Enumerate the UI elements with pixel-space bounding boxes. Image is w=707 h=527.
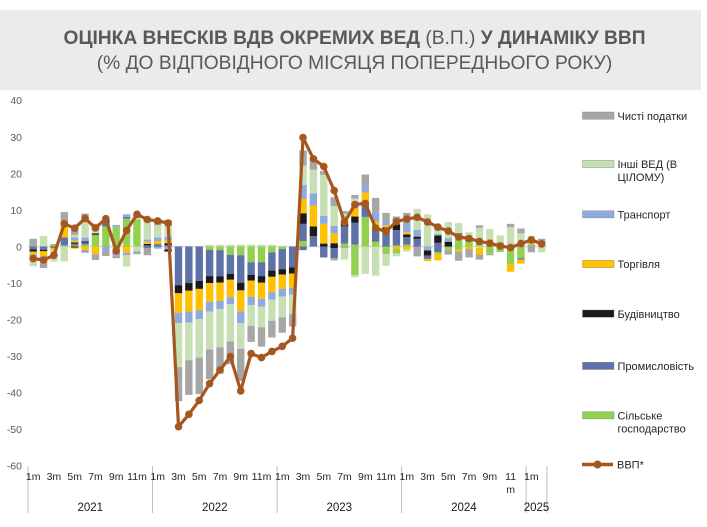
svg-text:Торгівля: Торгівля [618, 259, 661, 271]
svg-text:ВВП*: ВВП* [617, 460, 645, 472]
svg-text:20: 20 [10, 168, 22, 180]
svg-text:11: 11 [505, 471, 516, 483]
svg-text:Сільське: Сільське [618, 411, 663, 423]
svg-text:1m: 1m [400, 471, 415, 483]
svg-text:Будівництво: Будівництво [618, 309, 680, 321]
svg-text:1m: 1m [150, 471, 165, 483]
svg-text:ЦІЛОМУ): ЦІЛОМУ) [618, 172, 665, 184]
svg-text:7m: 7m [213, 471, 228, 483]
svg-text:2021: 2021 [78, 502, 104, 514]
svg-text:3m: 3m [420, 471, 435, 483]
svg-text:9m: 9m [358, 471, 373, 483]
svg-text:30: 30 [10, 132, 22, 144]
svg-text:7m: 7m [462, 471, 477, 483]
svg-text:m: m [506, 484, 515, 496]
svg-text:2023: 2023 [327, 502, 353, 514]
svg-text:Транспорт: Транспорт [618, 210, 671, 222]
svg-text:-60: -60 [7, 461, 22, 473]
svg-text:1m: 1m [26, 471, 41, 483]
svg-text:5m: 5m [67, 471, 82, 483]
svg-text:10: 10 [10, 205, 22, 217]
svg-text:-40: -40 [7, 388, 22, 400]
svg-text:11m: 11m [252, 471, 272, 483]
svg-text:9m: 9m [483, 471, 498, 483]
svg-text:Чисті податки: Чисті податки [618, 111, 688, 123]
svg-text:-50: -50 [7, 424, 22, 436]
svg-text:господарство: господарство [618, 424, 686, 436]
svg-text:1m: 1m [524, 471, 539, 483]
svg-text:9m: 9m [109, 471, 124, 483]
svg-text:-10: -10 [7, 278, 22, 290]
svg-text:9m: 9m [233, 471, 248, 483]
svg-text:5m: 5m [317, 471, 332, 483]
svg-text:7m: 7m [88, 471, 103, 483]
svg-text:11m: 11m [376, 471, 396, 483]
svg-text:1m: 1m [275, 471, 290, 483]
svg-text:5m: 5m [441, 471, 456, 483]
svg-text:5m: 5m [192, 471, 207, 483]
svg-text:Промисловість: Промисловість [618, 361, 695, 373]
svg-text:2025: 2025 [524, 502, 550, 514]
svg-text:Інші ВЕД (В: Інші ВЕД (В [618, 159, 678, 171]
svg-text:3m: 3m [171, 471, 186, 483]
svg-text:7m: 7m [337, 471, 352, 483]
svg-text:40: 40 [10, 95, 22, 107]
svg-text:11m: 11m [127, 471, 147, 483]
svg-text:-30: -30 [7, 351, 22, 363]
svg-text:0: 0 [16, 241, 22, 253]
svg-text:2022: 2022 [202, 502, 228, 514]
svg-text:2024: 2024 [451, 502, 477, 514]
svg-text:3m: 3m [47, 471, 62, 483]
svg-text:-20: -20 [7, 315, 22, 327]
svg-text:3m: 3m [296, 471, 311, 483]
